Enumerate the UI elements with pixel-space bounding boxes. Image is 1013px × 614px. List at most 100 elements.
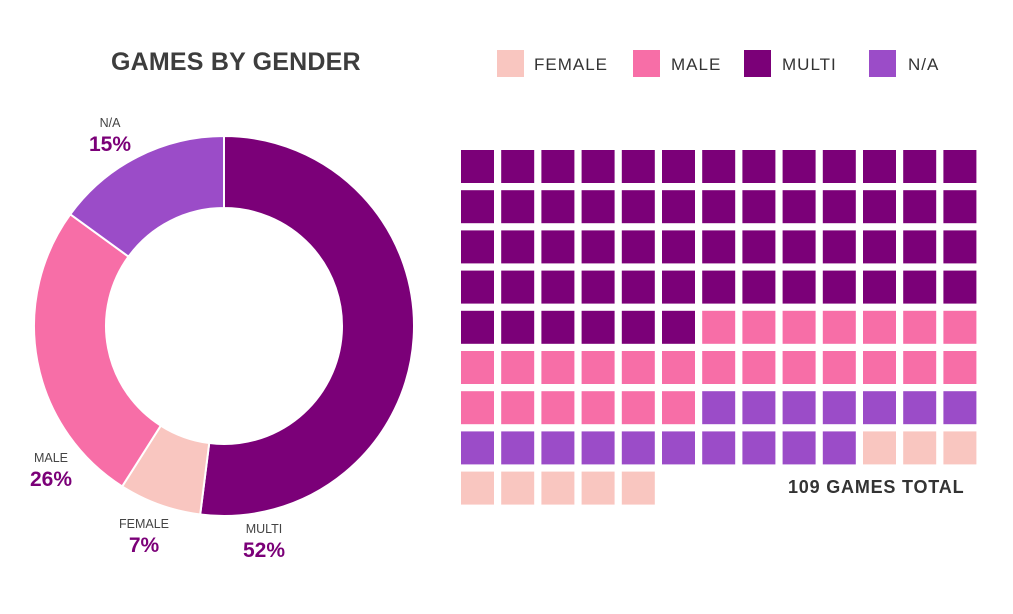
waffle-cell-multi xyxy=(621,310,655,344)
waffle-cell-male xyxy=(662,351,695,384)
waffle-cell-n-a xyxy=(822,431,856,465)
waffle-cell-multi xyxy=(621,150,655,183)
waffle-cell-male xyxy=(742,310,776,344)
waffle-cell-female xyxy=(541,471,575,505)
slice-percent-n-a: 15% xyxy=(89,133,131,156)
waffle-cell-multi xyxy=(822,150,856,183)
donut-chart: MULTI 52% FEMALE 7% MALE 26% N/A 15% xyxy=(30,116,415,562)
waffle-cell-n-a xyxy=(501,431,535,465)
waffle-cell-multi xyxy=(541,190,575,224)
legend-label-male: MALE xyxy=(671,55,722,74)
legend-swatch-female xyxy=(497,50,524,77)
waffle-cell-multi xyxy=(621,270,655,304)
waffle-cell-multi xyxy=(702,270,736,304)
waffle-cell-male xyxy=(782,351,816,384)
waffle-cell-multi xyxy=(903,270,937,304)
waffle-cell-n-a xyxy=(461,431,494,465)
waffle-cell-female xyxy=(903,431,937,465)
waffle-cell-multi xyxy=(702,190,736,224)
total-games-label: 109 GAMES TOTAL xyxy=(788,477,965,497)
waffle-cell-male xyxy=(662,391,695,425)
legend-label-multi: MULTI xyxy=(782,55,837,74)
waffle-cell-multi xyxy=(501,270,535,304)
waffle-cell-multi xyxy=(782,230,816,264)
waffle-cell-multi xyxy=(581,270,615,304)
waffle-cell-multi xyxy=(943,190,977,224)
waffle-cell-male xyxy=(903,310,937,344)
waffle-cell-n-a xyxy=(581,431,615,465)
waffle-cell-multi xyxy=(903,190,937,224)
waffle-cell-female xyxy=(621,471,655,505)
waffle-cell-n-a xyxy=(903,391,937,425)
legend-swatch-na xyxy=(869,50,896,77)
legend-swatch-multi xyxy=(744,50,771,77)
waffle-cell-multi xyxy=(541,310,575,344)
waffle-cell-multi xyxy=(943,230,977,264)
waffle-cell-n-a xyxy=(742,431,776,465)
legend-label-female: FEMALE xyxy=(534,55,609,74)
waffle-cell-multi xyxy=(581,190,615,224)
waffle-cell-male xyxy=(943,351,977,384)
slice-percent-female: 7% xyxy=(129,534,160,557)
waffle-cell-n-a xyxy=(621,431,655,465)
waffle-cell-multi xyxy=(501,230,535,264)
waffle-cell-multi xyxy=(461,230,494,264)
waffle-cell-n-a xyxy=(782,431,816,465)
waffle-cell-male xyxy=(782,310,816,344)
waffle-cell-multi xyxy=(742,230,776,264)
waffle-cell-multi xyxy=(621,230,655,264)
donut-slice-male xyxy=(33,212,163,488)
waffle-cell-male xyxy=(903,351,937,384)
slice-label-multi: MULTI xyxy=(246,522,283,536)
waffle-cell-multi xyxy=(662,190,695,224)
waffle-cell-multi xyxy=(662,310,695,344)
waffle-cell-male xyxy=(541,351,575,384)
waffle-cell-male xyxy=(702,351,736,384)
waffle-cell-male xyxy=(863,351,896,384)
waffle-cell-male xyxy=(461,351,494,384)
waffle-cell-n-a xyxy=(822,391,856,425)
waffle-cell-multi xyxy=(461,190,494,224)
waffle-cell-multi xyxy=(541,150,575,183)
waffle-cell-multi xyxy=(621,190,655,224)
waffle-cell-n-a xyxy=(702,391,736,425)
slice-percent-male: 26% xyxy=(30,468,72,491)
slice-label-male: MALE xyxy=(34,451,68,465)
waffle-cell-multi xyxy=(702,150,736,183)
waffle-cell-male xyxy=(581,391,615,425)
waffle-cell-n-a xyxy=(943,391,977,425)
waffle-cell-male xyxy=(822,351,856,384)
waffle-cell-female xyxy=(461,471,494,505)
waffle-cell-male xyxy=(501,391,535,425)
waffle-cell-multi xyxy=(461,150,494,183)
waffle-cell-multi xyxy=(742,190,776,224)
waffle-cell-n-a xyxy=(662,431,695,465)
waffle-cell-male xyxy=(822,310,856,344)
waffle-cell-multi xyxy=(863,270,896,304)
waffle-cell-male xyxy=(621,391,655,425)
waffle-cell-multi xyxy=(822,190,856,224)
waffle-cell-multi xyxy=(501,190,535,224)
waffle-cell-multi xyxy=(662,230,695,264)
waffle-cell-n-a xyxy=(541,431,575,465)
donut-slice-n-a xyxy=(68,134,225,259)
slice-label-n-a: N/A xyxy=(100,116,122,130)
waffle-cell-multi xyxy=(943,270,977,304)
waffle-cell-n-a xyxy=(782,391,816,425)
waffle-cell-n-a xyxy=(742,391,776,425)
waffle-cell-multi xyxy=(863,190,896,224)
waffle-cell-n-a xyxy=(702,431,736,465)
waffle-cell-multi xyxy=(581,310,615,344)
waffle-cell-male xyxy=(581,351,615,384)
waffle-cell-multi xyxy=(742,150,776,183)
waffle-cell-multi xyxy=(662,150,695,183)
waffle-cell-female xyxy=(501,471,535,505)
waffle-cell-male xyxy=(541,391,575,425)
waffle-cell-multi xyxy=(822,230,856,264)
waffle-cell-female xyxy=(863,431,896,465)
waffle-cell-multi xyxy=(662,270,695,304)
legend-swatch-male xyxy=(633,50,660,77)
waffle-cell-multi xyxy=(943,150,977,183)
waffle-cell-n-a xyxy=(863,391,896,425)
